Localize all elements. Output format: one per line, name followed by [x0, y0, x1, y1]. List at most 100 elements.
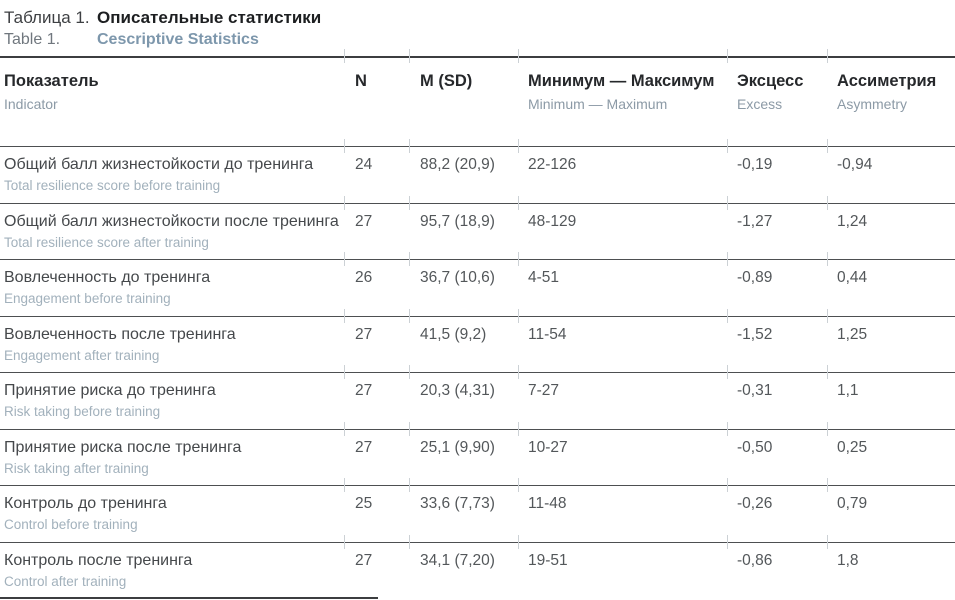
- indicator-ru: Вовлеченность до тренинга: [4, 269, 211, 286]
- msd-value: 34,1 (7,20): [420, 551, 495, 569]
- indicator-ru: Принятие риска до тренинга: [4, 382, 216, 399]
- indicator-en: Control before training: [4, 517, 138, 532]
- n-value: 27: [355, 551, 373, 569]
- col-header-n-label: N: [355, 72, 367, 90]
- asymmetry-value: 1,1: [837, 382, 859, 399]
- msd-value: 95,7 (18,9): [420, 212, 495, 230]
- minmax-cell: 10-27: [518, 421, 728, 486]
- excess-value: -0,89: [737, 269, 773, 286]
- asymmetry-value: 1,8: [837, 551, 859, 569]
- col-header-asymmetry-en: Asymmetry: [837, 96, 907, 112]
- minmax-value: 10-27: [528, 438, 568, 456]
- excess-value: -0,19: [737, 156, 773, 173]
- n-cell: 24: [344, 139, 410, 203]
- excess-value: -0,31: [737, 382, 773, 399]
- col-header-asymmetry: Ассиметрия Asymmetry: [827, 49, 955, 146]
- asymmetry-cell: 1,8: [827, 534, 955, 599]
- indicator-en: Engagement before training: [4, 291, 171, 306]
- indicator-cell: Общий балл жизнестойкости после тренинга…: [0, 204, 345, 260]
- n-cell: 27: [344, 195, 410, 260]
- minmax-value: 7-27: [528, 382, 560, 399]
- indicator-cell: Вовлеченность до тренинга Engagement bef…: [0, 260, 345, 316]
- excess-value: -1,27: [737, 212, 773, 230]
- excess-value: -0,50: [737, 438, 773, 456]
- col-header-minmax: Минимум — Максимум Minimum — Maximum: [518, 49, 728, 146]
- asymmetry-value: 0,79: [837, 495, 868, 512]
- excess-value: -0,86: [737, 551, 773, 569]
- excess-cell: -1,27: [727, 195, 828, 260]
- excess-cell: -0,26: [727, 478, 828, 542]
- n-value: 26: [355, 269, 373, 286]
- msd-cell: 41,5 (9,2): [409, 308, 519, 373]
- indicator-cell: Общий балл жизнестойкости до тренинга To…: [0, 147, 345, 203]
- col-header-msd: M (SD): [409, 49, 519, 146]
- minmax-value: 11-48: [528, 495, 567, 512]
- minmax-cell: 4-51: [518, 252, 728, 316]
- n-cell: 25: [344, 478, 410, 542]
- msd-cell: 88,2 (20,9): [409, 139, 519, 203]
- excess-cell: -0,86: [727, 534, 828, 599]
- minmax-value: 48-129: [528, 212, 577, 230]
- msd-cell: 33,6 (7,73): [409, 478, 519, 542]
- col-header-excess: Эксцесс Excess: [727, 49, 828, 146]
- asymmetry-cell: -0,94: [827, 139, 955, 203]
- minmax-cell: 11-48: [518, 478, 728, 542]
- caption-label-ru: Таблица 1.: [4, 8, 90, 27]
- table-header-row: Показатель Indicator N M (SD) Минимум — …: [0, 49, 955, 146]
- msd-cell: 36,7 (10,6): [409, 252, 519, 316]
- asymmetry-value: 0,25: [837, 438, 868, 456]
- msd-cell: 95,7 (18,9): [409, 195, 519, 260]
- n-cell: 27: [344, 421, 410, 486]
- col-header-minmax-en: Minimum — Maximum: [528, 96, 668, 112]
- indicator-cell: Контроль после тренинга Control after tr…: [0, 543, 345, 599]
- minmax-cell: 19-51: [518, 534, 728, 599]
- statistics-table: Показатель Indicator N M (SD) Минимум — …: [0, 49, 955, 599]
- indicator-ru: Контроль до тренинга: [4, 495, 167, 512]
- table-caption: Таблица 1. Описательные статистики Table …: [0, 0, 955, 56]
- excess-cell: -0,50: [727, 421, 828, 486]
- asymmetry-value: 1,25: [837, 325, 868, 343]
- msd-value: 33,6 (7,73): [420, 495, 495, 512]
- col-header-asymmetry-ru: Ассиметрия: [837, 72, 937, 90]
- msd-cell: 25,1 (9,90): [409, 421, 519, 486]
- table-row: Общий балл жизнестойкости после тренинга…: [0, 195, 955, 260]
- caption-line-en: Table 1. Cescriptive Statistics: [4, 29, 955, 50]
- excess-cell: -0,89: [727, 252, 828, 316]
- minmax-value: 4-51: [528, 269, 560, 286]
- indicator-ru: Общий балл жизнестойкости до тренинга: [4, 156, 314, 173]
- caption-line-ru: Таблица 1. Описательные статистики: [4, 7, 955, 29]
- indicator-en: Total resilience score after training: [4, 234, 209, 250]
- caption-title-ru: Описательные статистики: [97, 8, 322, 27]
- msd-value: 36,7 (10,6): [420, 269, 495, 286]
- minmax-cell: 7-27: [518, 365, 728, 429]
- asymmetry-cell: 1,25: [827, 308, 955, 373]
- msd-value: 25,1 (9,90): [420, 438, 495, 456]
- n-cell: 27: [344, 308, 410, 373]
- table-row: Принятие риска до тренинга Risk taking b…: [0, 365, 955, 429]
- asymmetry-cell: 1,1: [827, 365, 955, 429]
- col-header-excess-ru: Эксцесс: [737, 72, 804, 90]
- table-row: Контроль после тренинга Control after tr…: [0, 534, 955, 599]
- col-header-indicator: Показатель Indicator: [0, 58, 345, 146]
- indicator-ru: Контроль после тренинга: [4, 551, 193, 569]
- indicator-cell: Контроль до тренинга Control before trai…: [0, 486, 345, 542]
- indicator-ru: Вовлеченность после тренинга: [4, 325, 236, 343]
- n-value: 27: [355, 382, 373, 399]
- indicator-en: Control after training: [4, 573, 127, 589]
- indicator-ru: Общий балл жизнестойкости после тренинга: [4, 212, 339, 230]
- minmax-value: 19-51: [528, 551, 568, 569]
- minmax-cell: 22-126: [518, 139, 728, 203]
- table-row: Вовлеченность после тренинга Engagement …: [0, 308, 955, 373]
- caption-label-en: Table 1.: [4, 31, 61, 48]
- n-cell: 27: [344, 534, 410, 599]
- excess-value: -1,52: [737, 325, 773, 343]
- n-value: 27: [355, 325, 373, 343]
- msd-value: 88,2 (20,9): [420, 156, 495, 173]
- n-cell: 26: [344, 252, 410, 316]
- table-row: Вовлеченность до тренинга Engagement bef…: [0, 252, 955, 316]
- minmax-value: 11-54: [528, 325, 567, 343]
- col-header-minmax-ru: Минимум — Максимум: [528, 72, 715, 90]
- asymmetry-cell: 0,44: [827, 252, 955, 316]
- minmax-value: 22-126: [528, 156, 577, 173]
